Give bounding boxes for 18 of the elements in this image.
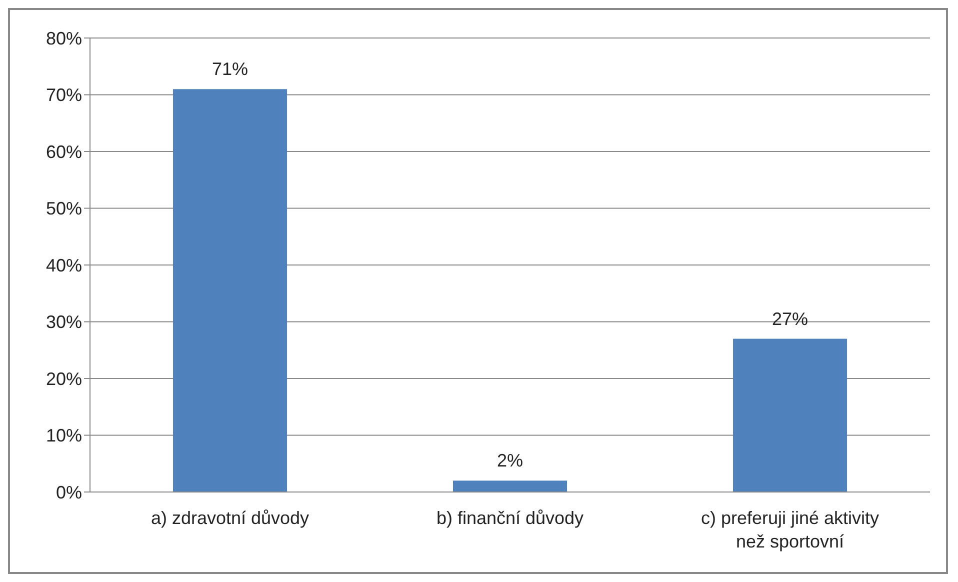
y-tick-label: 80% [46, 28, 82, 48]
y-tick-label: 10% [46, 426, 82, 446]
x-tick-label: a) zdravotní důvody [150, 508, 310, 528]
data-label: 71% [212, 59, 248, 80]
y-tick-label: 20% [46, 368, 82, 389]
data-label: 2% [496, 450, 524, 471]
bar [733, 338, 847, 492]
y-tick-label: 60% [46, 142, 82, 162]
y-tick-label: 40% [46, 255, 82, 276]
y-tick-label: 30% [46, 312, 82, 332]
y-tick-label: 0% [56, 482, 82, 502]
data-label: 27% [772, 308, 808, 329]
bar [173, 89, 287, 492]
y-tick-label: 70% [46, 85, 82, 106]
bar [453, 480, 567, 492]
y-tick-label: 50% [46, 198, 82, 219]
x-tick-label: c) preferuji jiné aktivity než sportovní [700, 508, 880, 552]
x-tick-label: b) finanční důvody [436, 508, 584, 528]
